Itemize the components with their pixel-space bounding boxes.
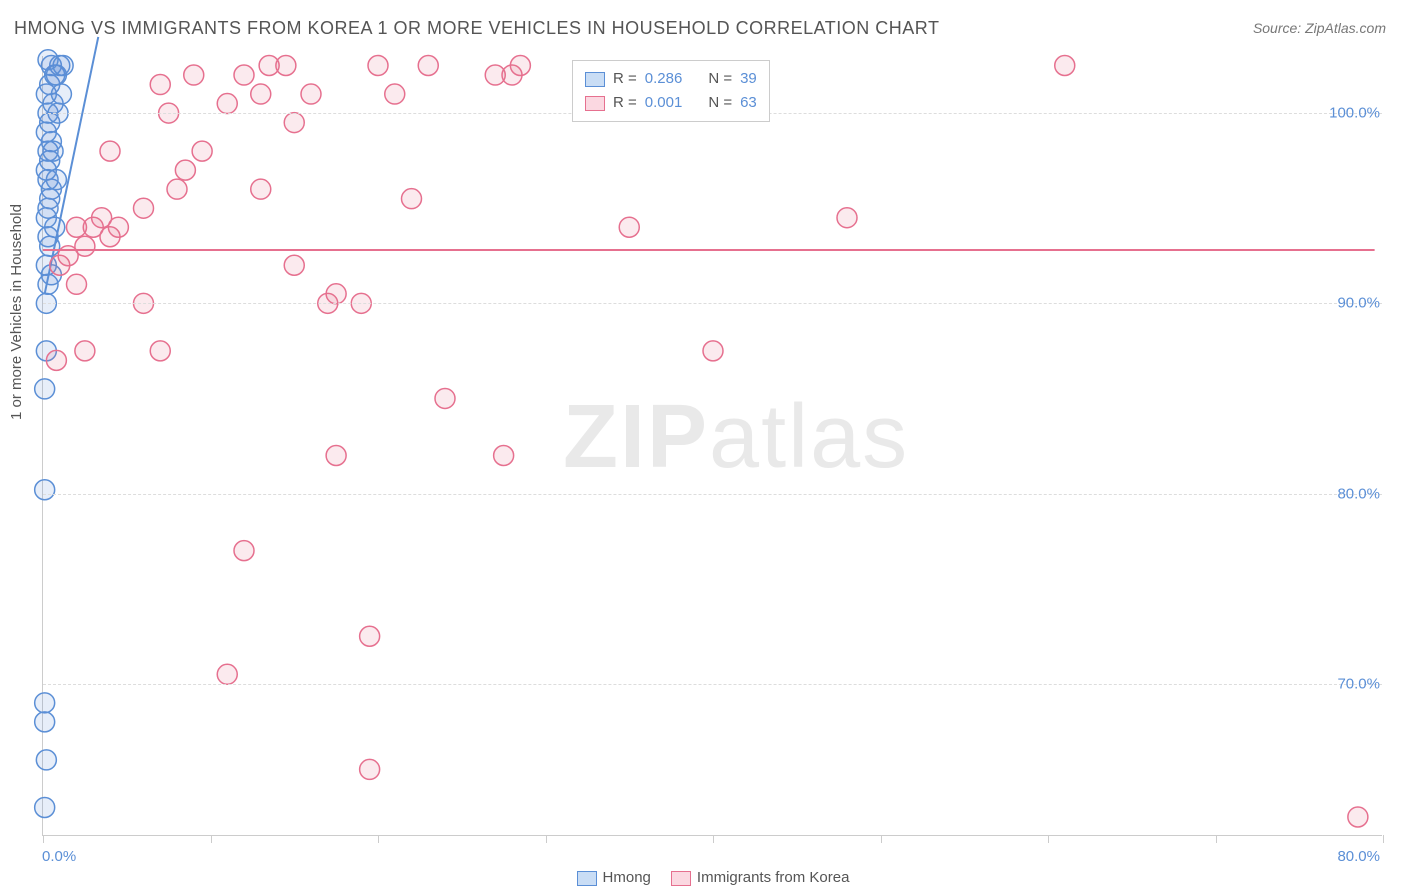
data-point	[46, 170, 66, 190]
data-point	[418, 56, 438, 76]
data-point	[100, 141, 120, 161]
data-point	[360, 626, 380, 646]
gridline	[43, 303, 1382, 304]
data-point	[619, 217, 639, 237]
gridline	[43, 684, 1382, 685]
x-tick	[546, 835, 547, 843]
legend-n-value: 39	[740, 67, 757, 91]
data-point	[108, 217, 128, 237]
legend-swatch	[577, 871, 597, 886]
legend-swatch	[585, 96, 605, 111]
data-point	[134, 198, 154, 218]
x-tick	[211, 835, 212, 843]
data-point	[35, 693, 55, 713]
legend-series-label: Hmong	[603, 869, 651, 886]
data-point	[435, 388, 455, 408]
legend-row: R = 0.001 N = 63	[585, 91, 757, 115]
y-tick-label: 70.0%	[1337, 675, 1380, 692]
data-point	[35, 480, 55, 500]
source-attribution: Source: ZipAtlas.com	[1253, 20, 1386, 36]
data-point	[1348, 807, 1368, 827]
data-point	[40, 189, 60, 209]
y-tick-label: 80.0%	[1337, 485, 1380, 502]
x-tick	[378, 835, 379, 843]
data-point	[402, 189, 422, 209]
x-tick	[1048, 835, 1049, 843]
data-point	[167, 179, 187, 199]
data-point	[217, 664, 237, 684]
y-tick-label: 100.0%	[1329, 105, 1380, 122]
y-axis-label: 1 or more Vehicles in Household	[8, 204, 25, 420]
legend-bottom: Hmong Immigrants from Korea	[0, 869, 1406, 886]
x-tick	[1383, 835, 1384, 843]
data-point	[43, 141, 63, 161]
data-point	[326, 446, 346, 466]
plot-area: ZIPatlas	[42, 56, 1382, 836]
legend-swatch	[671, 871, 691, 886]
x-tick-label: 80.0%	[1337, 848, 1380, 865]
data-point	[36, 750, 56, 770]
data-point	[67, 274, 87, 294]
data-point	[192, 141, 212, 161]
legend-r-value: 0.001	[645, 91, 683, 115]
data-point	[284, 255, 304, 275]
legend-row: R = 0.286 N = 39	[585, 67, 757, 91]
legend-r-label: R =	[613, 91, 637, 115]
chart-title: HMONG VS IMMIGRANTS FROM KOREA 1 OR MORE…	[14, 18, 939, 39]
data-point	[75, 341, 95, 361]
x-tick	[43, 835, 44, 843]
data-point	[494, 446, 514, 466]
legend-series-label: Immigrants from Korea	[697, 869, 850, 886]
data-point	[46, 350, 66, 370]
x-tick	[881, 835, 882, 843]
data-point	[234, 65, 254, 85]
data-point	[385, 84, 405, 104]
data-point	[184, 65, 204, 85]
data-point	[837, 208, 857, 228]
data-point	[217, 94, 237, 114]
data-point	[35, 797, 55, 817]
data-point	[251, 84, 271, 104]
data-point	[368, 56, 388, 76]
data-point	[75, 236, 95, 256]
legend-n-value: 63	[740, 91, 757, 115]
x-tick	[713, 835, 714, 843]
legend-r-value: 0.286	[645, 67, 683, 91]
data-point	[234, 541, 254, 561]
data-point	[251, 179, 271, 199]
x-tick	[1216, 835, 1217, 843]
data-point	[150, 75, 170, 95]
data-point	[35, 712, 55, 732]
legend-inset: R = 0.286 N = 39 R = 0.001 N = 63	[572, 60, 770, 122]
legend-n-label: N =	[708, 91, 732, 115]
data-point	[301, 84, 321, 104]
chart-svg	[43, 56, 1382, 835]
data-point	[150, 341, 170, 361]
data-point	[276, 56, 296, 76]
legend-swatch	[585, 72, 605, 87]
data-point	[703, 341, 723, 361]
legend-n-label: N =	[708, 67, 732, 91]
y-tick-label: 90.0%	[1337, 295, 1380, 312]
x-tick-label: 0.0%	[42, 848, 76, 865]
data-point	[284, 113, 304, 133]
data-point	[510, 56, 530, 76]
data-point	[51, 84, 71, 104]
data-point	[38, 50, 58, 70]
gridline	[43, 494, 1382, 495]
data-point	[360, 759, 380, 779]
data-point	[1055, 56, 1075, 76]
data-point	[326, 284, 346, 304]
data-point	[35, 379, 55, 399]
data-point	[175, 160, 195, 180]
legend-r-label: R =	[613, 67, 637, 91]
